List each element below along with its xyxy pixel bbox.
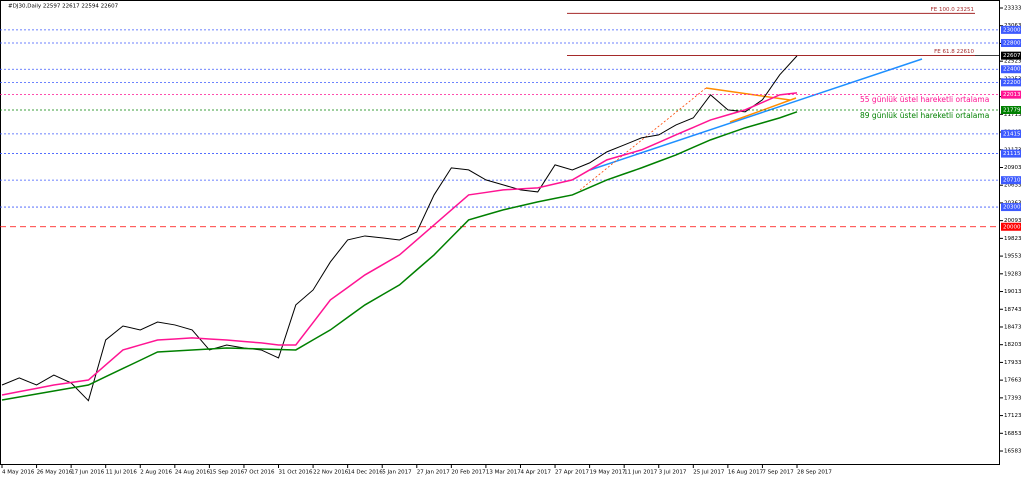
y-tick-label: 21713 [1004, 112, 1022, 118]
ema-line [1, 92, 798, 396]
price-line [1, 55, 798, 402]
level-label: 23000 [1003, 27, 1021, 33]
x-tick-label: 11 Jun 2017 [624, 470, 658, 476]
x-tick-label: 3 Jul 2017 [659, 470, 687, 476]
y-tick-label: 19553 [1004, 254, 1022, 260]
fibo-label: FE 61.8 22610 [934, 49, 974, 55]
level-label-box [1001, 38, 1021, 47]
level-label: 21779 [1003, 107, 1021, 113]
fibo-base [579, 87, 707, 191]
level-label-box [1001, 65, 1021, 74]
level-label: 20300 [1003, 205, 1021, 211]
level-label-box [1001, 105, 1021, 114]
y-tick-label: 20093 [1004, 218, 1022, 224]
y-tick-label: 23333 [1004, 6, 1022, 12]
level-label-box [1001, 90, 1021, 99]
x-tick-label: 7 Oct 2016 [244, 470, 275, 476]
level-label-box [1001, 176, 1021, 185]
x-tick-label: 5 Jan 2017 [382, 470, 412, 476]
level-label-box [1001, 129, 1021, 138]
x-tick-label: 13 Mar 2017 [486, 470, 521, 476]
ema-line [1, 111, 798, 401]
x-tick-label: 26 May 2016 [37, 470, 73, 476]
level-label: 22013 [1003, 92, 1021, 98]
x-tick-label: 4 May 2016 [2, 470, 35, 476]
level-label: 22200 [1003, 80, 1021, 86]
x-tick-label: 22 Nov 2016 [313, 470, 349, 476]
x-tick-label: 20 Feb 2017 [451, 470, 486, 476]
x-tick-label: 15 Sep 2016 [209, 470, 244, 476]
level-label: 20710 [1003, 178, 1021, 184]
y-tick-label: 19013 [1004, 289, 1022, 295]
level-label-box [1001, 203, 1021, 212]
x-tick-label: 2 Aug 2016 [140, 470, 172, 476]
x-tick-label: 24 Aug 2016 [175, 470, 211, 476]
y-tick-label: 20903 [1004, 165, 1022, 171]
level-label-box [1001, 222, 1021, 231]
triangle-line [705, 87, 791, 101]
chart-layer: 16583 16853 17123 17393 17663 17933 18203 18473… [0, 6, 1022, 476]
plot-frame [0, 0, 1000, 465]
y-tick-label: 17663 [1004, 378, 1022, 384]
x-tick-label: 11 Jul 2016 [106, 470, 138, 476]
x-tick-label: 25 Jul 2017 [693, 470, 725, 476]
y-tick-label: 19823 [1004, 236, 1022, 242]
fibo-label: FE 100.0 23251 [931, 7, 974, 13]
y-tick-label: 17933 [1004, 360, 1022, 366]
y-tick-label: 18743 [1004, 307, 1022, 313]
x-tick-label: 16 Aug 2017 [728, 470, 764, 476]
x-tick-label: 27 Jan 2017 [417, 470, 450, 476]
level-label: 22800 [1003, 40, 1021, 46]
level-label: 21415 [1003, 131, 1021, 137]
y-tick-label: 17123 [1004, 413, 1022, 419]
x-tick-label: 17 Jun 2016 [71, 470, 105, 476]
level-label-box [1001, 78, 1021, 87]
chart-title: #DJ30,Daily 22597 22617 22594 22607 [8, 4, 119, 10]
level-label: 21115 [1003, 151, 1021, 157]
level-label-box [1001, 149, 1021, 158]
triangle-line [729, 97, 797, 123]
x-tick-label: 27 Apr 2017 [555, 470, 590, 476]
x-tick-label: 14 Dec 2016 [348, 470, 384, 476]
x-tick-label: 4 Apr 2017 [520, 470, 551, 476]
level-label: 22607 [1003, 53, 1021, 59]
x-tick-label: 19 May 2017 [590, 470, 626, 476]
y-tick-label: 16583 [1004, 449, 1022, 455]
y-tick-label: 17393 [1004, 395, 1022, 401]
level-label: 22400 [1003, 67, 1021, 73]
level-label-box [1001, 25, 1021, 34]
y-tick-label: 16853 [1004, 431, 1022, 437]
level-label: 20000 [1003, 224, 1021, 230]
y-tick-label: 18473 [1004, 324, 1022, 330]
level-label-box [1001, 51, 1021, 60]
x-tick-label: 28 Sep 2017 [797, 470, 832, 476]
trend-line [589, 58, 923, 171]
x-tick-label: 7 Sep 2017 [762, 470, 794, 476]
x-tick-label: 31 Oct 2016 [279, 470, 314, 476]
y-tick-label: 18203 [1004, 342, 1022, 348]
y-tick-label: 20633 [1004, 183, 1022, 189]
series-label: 89 günlük üstel hareketli ortalama [860, 111, 989, 120]
series-label: 55 günlük üstel hareketli ortalama [860, 95, 989, 104]
y-tick-label: 19283 [1004, 271, 1022, 277]
y-tick-label: 22523 [1004, 59, 1022, 65]
